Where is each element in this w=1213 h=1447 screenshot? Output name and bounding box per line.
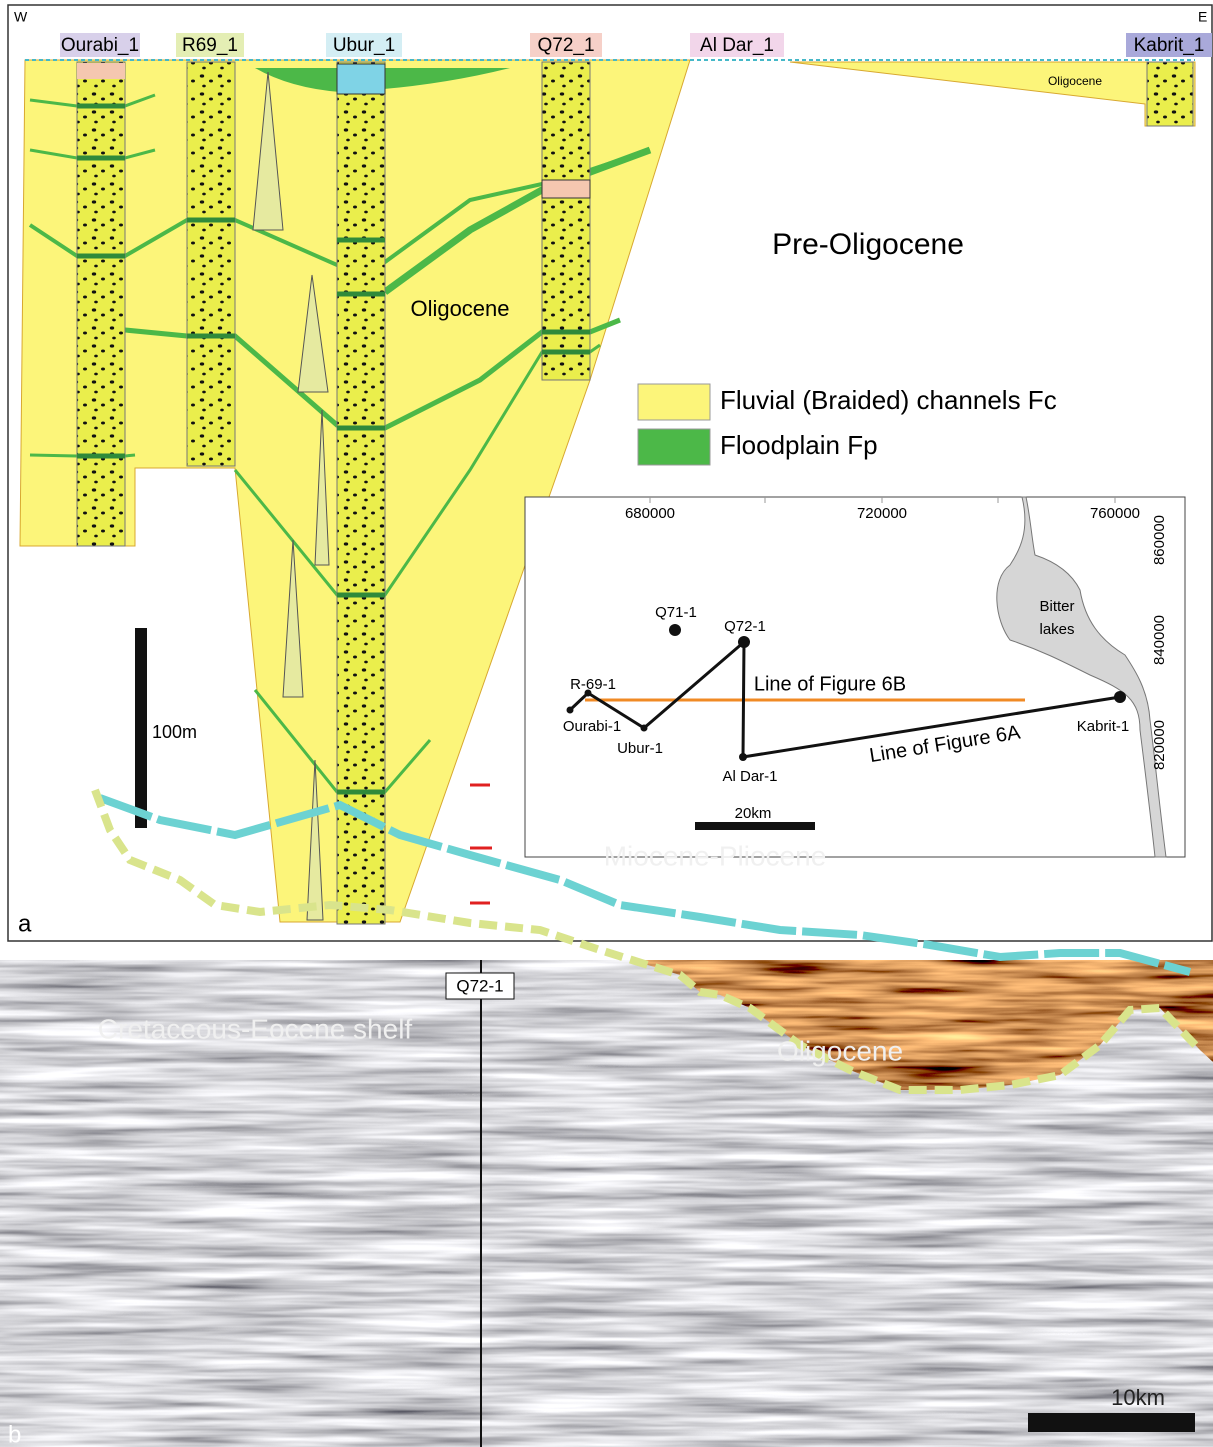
well-label: Ourabi_1 bbox=[61, 35, 139, 56]
scale-label: 10km bbox=[1111, 1385, 1165, 1410]
scale-bar bbox=[1028, 1413, 1195, 1432]
well-facies bbox=[337, 64, 385, 94]
well-label: Al Dar_1 bbox=[700, 35, 774, 56]
map-well-label: Kabrit-1 bbox=[1077, 718, 1130, 735]
unit-label: Oligocene bbox=[777, 1035, 903, 1066]
lake-label: lakes bbox=[1039, 621, 1074, 638]
map-y-tick: 840000 bbox=[1151, 615, 1168, 665]
map-well-label: Ubur-1 bbox=[617, 740, 663, 757]
unit-label: Oligocene bbox=[410, 296, 509, 321]
panel-a: W E bbox=[8, 5, 1212, 941]
well-facies bbox=[542, 180, 590, 198]
map-well-label: Ourabi-1 bbox=[563, 718, 621, 735]
well-label: Q72_1 bbox=[537, 35, 594, 56]
map-y-tick: 820000 bbox=[1151, 720, 1168, 770]
scale-label: 100m bbox=[152, 722, 197, 742]
well-label: Ubur_1 bbox=[333, 35, 395, 56]
map-scale-bar bbox=[695, 822, 815, 830]
well-facies bbox=[77, 63, 125, 79]
scale-bar bbox=[135, 628, 147, 828]
figure: W E bbox=[0, 0, 1213, 1447]
well-label: R69_1 bbox=[182, 35, 238, 56]
panel-label: a bbox=[18, 910, 32, 937]
map-y-tick: 860000 bbox=[1151, 515, 1168, 565]
legend-label: Fluvial (Braided) channels Fc bbox=[720, 385, 1057, 415]
legend-swatch bbox=[638, 429, 710, 465]
map-well-label: Al Dar-1 bbox=[722, 768, 777, 785]
unit-label: Miocene-Pliocene bbox=[604, 840, 827, 871]
map-scale-label: 20km bbox=[735, 805, 772, 822]
map-well-label: R-69-1 bbox=[570, 676, 616, 693]
lake-label: Bitter bbox=[1039, 598, 1074, 615]
legend-label: Floodplain Fp bbox=[720, 430, 878, 460]
map-well-label: Q71-1 bbox=[655, 604, 697, 621]
compass-east: E bbox=[1198, 9, 1207, 25]
map-well-label: Q72-1 bbox=[724, 618, 766, 635]
well-label: Q72-1 bbox=[456, 976, 503, 995]
line-label: Line of Figure 6B bbox=[754, 673, 906, 695]
compass-west: W bbox=[14, 9, 28, 25]
panel-label: b bbox=[8, 1421, 21, 1447]
well-label: Kabrit_1 bbox=[1134, 35, 1205, 56]
map-x-tick: 680000 bbox=[625, 505, 675, 522]
map-x-tick: 760000 bbox=[1090, 505, 1140, 522]
unit-label: Oligocene bbox=[1048, 74, 1102, 88]
legend-swatch bbox=[638, 384, 710, 420]
map-x-tick: 720000 bbox=[857, 505, 907, 522]
inset-map: 680000 720000 760000 Bitter lakes 860000… bbox=[525, 497, 1185, 857]
unit-label: Cretaceous-Eocene shelf bbox=[98, 1013, 413, 1044]
unit-label: Pre-Oligocene bbox=[772, 228, 964, 261]
